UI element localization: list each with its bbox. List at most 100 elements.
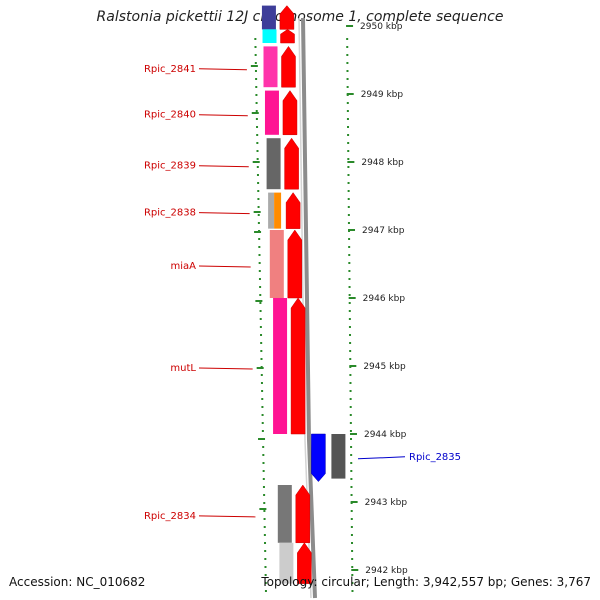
plus-strand-gene-arrow — [284, 137, 299, 190]
gene-category-bar — [268, 192, 275, 229]
outer-ruler-dot — [261, 390, 264, 392]
outer-ruler-dot — [260, 342, 263, 344]
outer-ruler-dot — [260, 374, 263, 376]
outer-ruler-dot — [261, 414, 264, 416]
outer-ruler-dot — [264, 590, 267, 592]
outer-ruler-dot — [263, 510, 266, 512]
map-title: Ralstonia pickettii 12J chromosome 1, co… — [96, 9, 504, 25]
outer-ruler-dot — [256, 150, 259, 152]
outer-ruler-dot — [264, 574, 267, 576]
outer-ruler-dot — [261, 406, 264, 408]
outer-ruler-dot — [255, 102, 258, 104]
plus-strand-gene-arrow — [279, 5, 295, 30]
gene-label-leader — [198, 114, 248, 117]
kbp-ruler-dot — [346, 102, 349, 104]
kbp-ruler-dot — [348, 262, 351, 264]
outer-ruler-dot — [254, 62, 257, 64]
outer-ruler-major-tick — [255, 300, 263, 302]
outer-ruler-major-tick — [254, 231, 262, 233]
outer-ruler-dot — [257, 206, 260, 208]
kbp-ruler-dot — [347, 190, 350, 192]
outer-ruler-dot — [255, 118, 258, 120]
kbp-ruler-dot — [348, 318, 351, 320]
kbp-ruler-dot — [347, 222, 350, 224]
outer-ruler-dot — [259, 286, 262, 288]
kbp-ruler-dot — [350, 438, 353, 440]
gene-label-leader — [198, 68, 247, 71]
kbp-major-tick — [348, 229, 356, 231]
outer-ruler-dot — [262, 454, 265, 456]
outer-ruler-dot — [262, 446, 265, 448]
outer-ruler-dot — [264, 582, 267, 584]
kbp-ruler-dot — [346, 54, 349, 56]
kbp-major-tick — [347, 161, 355, 163]
gene-label-leader — [198, 265, 251, 268]
kbp-ruler-dot — [348, 278, 351, 280]
outer-ruler-dot — [254, 70, 257, 72]
outer-ruler-dot — [256, 142, 259, 144]
gene-label: Rpic_2841 — [144, 64, 196, 75]
kbp-ruler-dot — [348, 270, 351, 272]
outer-ruler-dot — [258, 254, 261, 256]
kbp-ruler-dot — [346, 62, 349, 64]
gene-label-leader — [198, 367, 253, 370]
topology-summary: Topology: circular; Length: 3,942,557 bp… — [261, 575, 591, 589]
outer-ruler-dot — [256, 158, 259, 160]
kbp-label: 2950 kbp — [360, 22, 403, 32]
kbp-ruler-dot — [349, 398, 352, 400]
kbp-ruler-dot — [350, 486, 353, 488]
kbp-ruler-dot — [349, 390, 352, 392]
kbp-ruler-dot — [346, 118, 349, 120]
plus-strand-gene-arrow — [287, 229, 303, 299]
outer-ruler-major-tick — [259, 508, 267, 510]
kbp-ruler-dot — [349, 414, 352, 416]
outer-ruler-major-tick — [252, 161, 260, 163]
kbp-ruler-dot — [349, 350, 352, 352]
outer-ruler-dot — [256, 174, 259, 176]
plus-strand-gene-arrow — [281, 45, 296, 88]
kbp-ruler-dot — [347, 158, 350, 160]
kbp-ruler-dot — [347, 206, 350, 208]
plus-strand-gene-arrow — [280, 29, 295, 44]
outer-ruler-dot — [257, 198, 260, 200]
gene-label: miaA — [171, 261, 197, 272]
kbp-ticks-layer: 2950 kbp 2949 kbp 2948 kbp 2947 kbp 2946 kbp… — [250, 22, 408, 592]
outer-ruler-dot — [261, 398, 264, 400]
outer-ruler-dot — [262, 486, 265, 488]
outer-ruler-dot — [257, 190, 260, 192]
kbp-label: 2946 kbp — [363, 294, 406, 304]
outer-ruler-dot — [262, 478, 265, 480]
plus-strand-gene-arrow — [282, 90, 298, 136]
gene-label: mutL — [170, 363, 196, 374]
kbp-major-tick — [349, 365, 357, 367]
kbp-ruler-dot — [349, 406, 352, 408]
kbp-ruler-dot — [350, 462, 353, 464]
kbp-ruler-dot — [348, 286, 351, 288]
kbp-ruler-dot — [347, 166, 350, 168]
kbp-ruler-dot — [350, 454, 353, 456]
outer-ruler-dot — [254, 54, 257, 56]
kbp-ruler-dot — [347, 150, 350, 152]
outer-ruler-dot — [258, 246, 261, 248]
accession-text: Accession: NC_010682 — [9, 575, 146, 589]
kbp-major-tick — [348, 297, 356, 299]
kbp-ruler-dot — [351, 590, 354, 592]
kbp-label: 2945 kbp — [363, 362, 406, 372]
kbp-ruler-dot — [348, 310, 351, 312]
kbp-ruler-dot — [350, 478, 353, 480]
kbp-ruler-dot — [351, 582, 354, 584]
kbp-ruler-dot — [347, 142, 350, 144]
kbp-label: 2949 kbp — [361, 90, 404, 100]
outer-ruler-dot — [259, 310, 262, 312]
gene-category-bar — [269, 230, 284, 298]
kbp-ruler-dot — [349, 422, 352, 424]
outer-ruler-dot — [259, 294, 262, 296]
kbp-ruler-dot — [349, 334, 352, 336]
outer-ruler-dot — [255, 94, 258, 96]
gene-category-bar — [263, 46, 278, 88]
backbone-layer — [298, 17, 317, 599]
gene-label-leader — [198, 212, 250, 215]
outer-ruler-dot — [263, 526, 266, 528]
gene-category-bar — [274, 192, 282, 229]
gene-label-layer: Rpic_2841 Rpic_2840 Rpic_2839 Rpic_2838 miaA… — [144, 64, 461, 522]
